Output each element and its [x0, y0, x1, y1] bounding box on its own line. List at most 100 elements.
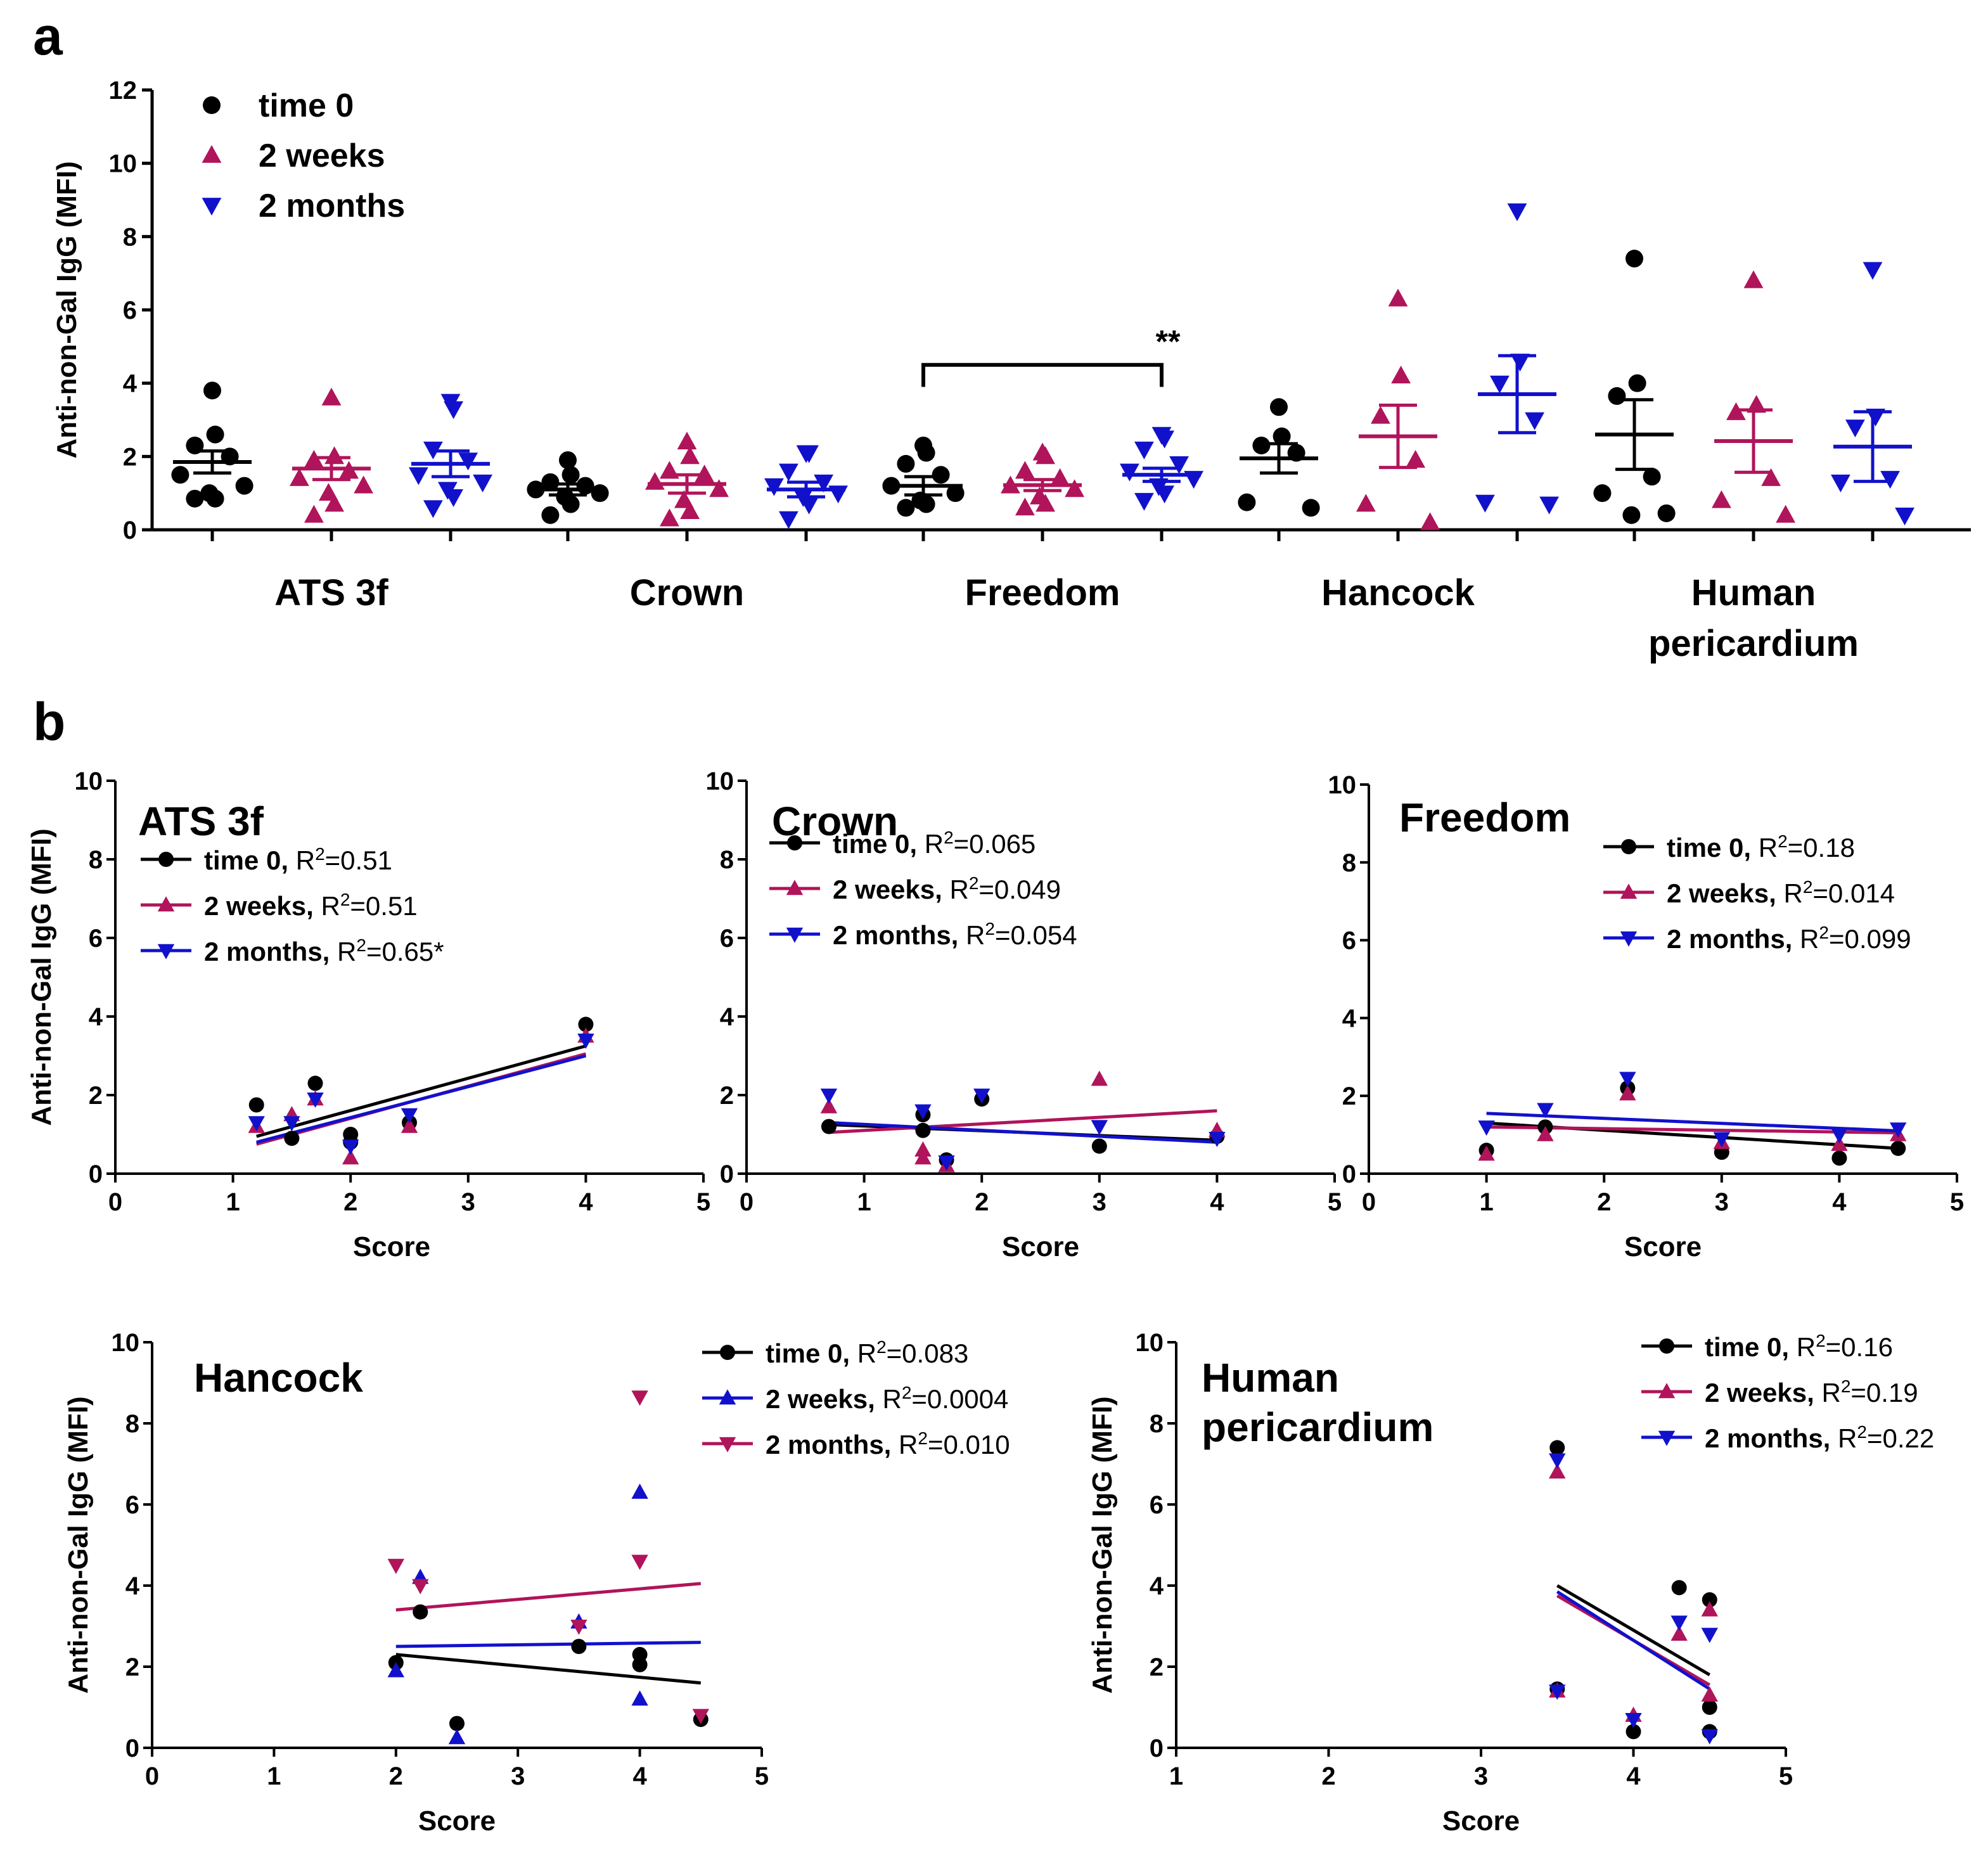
data-point [458, 452, 478, 471]
data-point [1273, 427, 1291, 446]
x-tick-label: 1 [1169, 1762, 1183, 1790]
x-tick-label: 3 [1715, 1188, 1729, 1216]
regression-line [256, 1054, 587, 1144]
regression-line [1556, 1590, 1711, 1691]
y-tick-label: 12 [109, 77, 138, 105]
x-tick-label: 1 [1479, 1188, 1493, 1216]
data-point [1134, 492, 1154, 511]
data-point [1549, 1463, 1566, 1478]
data-point [1549, 1440, 1565, 1456]
y-tick-label: 8 [720, 846, 734, 874]
data-point [1863, 262, 1883, 280]
x-tick-label: 4 [1210, 1188, 1224, 1216]
data-point [1036, 446, 1055, 465]
data-point [1539, 496, 1559, 515]
data-point [677, 432, 697, 450]
data-point [1252, 436, 1271, 454]
legend-series-name: 2 months, [766, 1430, 899, 1459]
data-point [1625, 1713, 1642, 1728]
legend-r-label: R [949, 875, 968, 904]
data-point [1209, 1132, 1226, 1147]
x-axis-title: Score [418, 1805, 496, 1837]
data-point [570, 1619, 587, 1635]
chart-b-ats3f: 0 2 4 6 8 10 0 1 2 3 4 5 Score Anti-non-Gal IgG (MFI)… [26, 767, 710, 1262]
legend-series-name: time 0, [833, 829, 925, 859]
data-point [946, 484, 965, 503]
data-point [820, 1098, 838, 1113]
x-tick-label: 3 [461, 1188, 475, 1216]
legend-r-superscript: 2 [876, 1337, 887, 1357]
data-point [1593, 484, 1612, 503]
legend-series-name: 2 months, [833, 920, 966, 950]
legend-r-label: R [296, 845, 315, 875]
x-tick-label: 0 [740, 1188, 754, 1216]
group-label: Hancock [1321, 572, 1475, 613]
legend-r-label: R [1797, 1332, 1816, 1362]
y-axis-title: Anti-non-Gal IgG (MFI) [26, 828, 57, 1126]
chart-title: Freedom [1399, 795, 1570, 840]
legend-r2-value: =0.049 [978, 875, 1061, 904]
data-point [1238, 493, 1256, 511]
data-point [206, 489, 224, 508]
data-point [444, 489, 463, 508]
legend-r2-value: =0.065 [954, 829, 1036, 859]
y-tick-label: 10 [1136, 1329, 1164, 1357]
y-tick-label: 10 [75, 767, 103, 795]
data-point [171, 466, 189, 484]
data-point [1371, 406, 1390, 424]
legend-marker [1620, 883, 1638, 899]
chart-title-line2: pericardium [1202, 1404, 1433, 1450]
data-point [449, 1716, 465, 1731]
y-axis-title: Anti-non-Gal IgG (MFI) [1087, 1396, 1118, 1693]
legend-marker [1620, 931, 1638, 947]
legend-r-superscript: 2 [1819, 923, 1829, 942]
y-tick-label: 0 [89, 1160, 103, 1188]
y-tick-label: 0 [125, 1735, 139, 1762]
data-point [1507, 203, 1527, 221]
group-label: Crown [630, 572, 744, 613]
data-point [248, 1116, 265, 1132]
data-point [409, 467, 428, 485]
data-point [1712, 490, 1731, 508]
legend-r2-value: =0.083 [887, 1338, 969, 1368]
legend-r2-value: =0.51 [350, 891, 417, 921]
data-point [1478, 1120, 1495, 1136]
y-tick-label: 2 [720, 1082, 734, 1110]
regression-line [256, 1044, 587, 1138]
data-point [401, 1117, 418, 1133]
x-tick-label: 2 [343, 1188, 357, 1216]
data-point [779, 463, 798, 482]
legend-r-label: R [925, 829, 944, 859]
data-point [897, 499, 915, 517]
group-label: ATS 3f [274, 572, 388, 613]
y-tick-label: 2 [1150, 1653, 1164, 1681]
legend-marker [719, 1389, 736, 1405]
data-point [354, 475, 373, 494]
y-tick-label: 2 [123, 443, 137, 471]
legend-marker [786, 927, 804, 943]
regression-line [395, 1582, 702, 1612]
data-point [1890, 1141, 1906, 1157]
legend-series-name: 2 weeks, [1667, 878, 1783, 908]
data-point [206, 425, 224, 444]
data-point [1619, 1072, 1636, 1087]
legend-r-superscript: 2 [969, 873, 979, 893]
x-tick-label: 0 [108, 1188, 122, 1216]
y-tick-label: 6 [720, 925, 734, 952]
data-point [387, 1662, 404, 1677]
data-point [1036, 494, 1055, 512]
data-point [290, 468, 309, 486]
data-point [917, 444, 935, 462]
data-point [1701, 1729, 1718, 1745]
legend-r-label: R [966, 920, 985, 950]
data-point [1671, 1580, 1687, 1596]
data-point [541, 506, 560, 524]
legend-label: time 0, R2=0.18 [1667, 831, 1855, 863]
legend-r-superscript: 2 [1841, 1376, 1851, 1396]
data-point [631, 1690, 648, 1706]
legend-label: 2 weeks [259, 138, 385, 174]
legend-label: 2 weeks, R2=0.19 [1705, 1376, 1918, 1408]
y-tick-label: 4 [89, 1003, 103, 1031]
data-point [1169, 456, 1189, 474]
y-axis-title: Anti-non-Gal IgG (MFI) [63, 1396, 94, 1693]
